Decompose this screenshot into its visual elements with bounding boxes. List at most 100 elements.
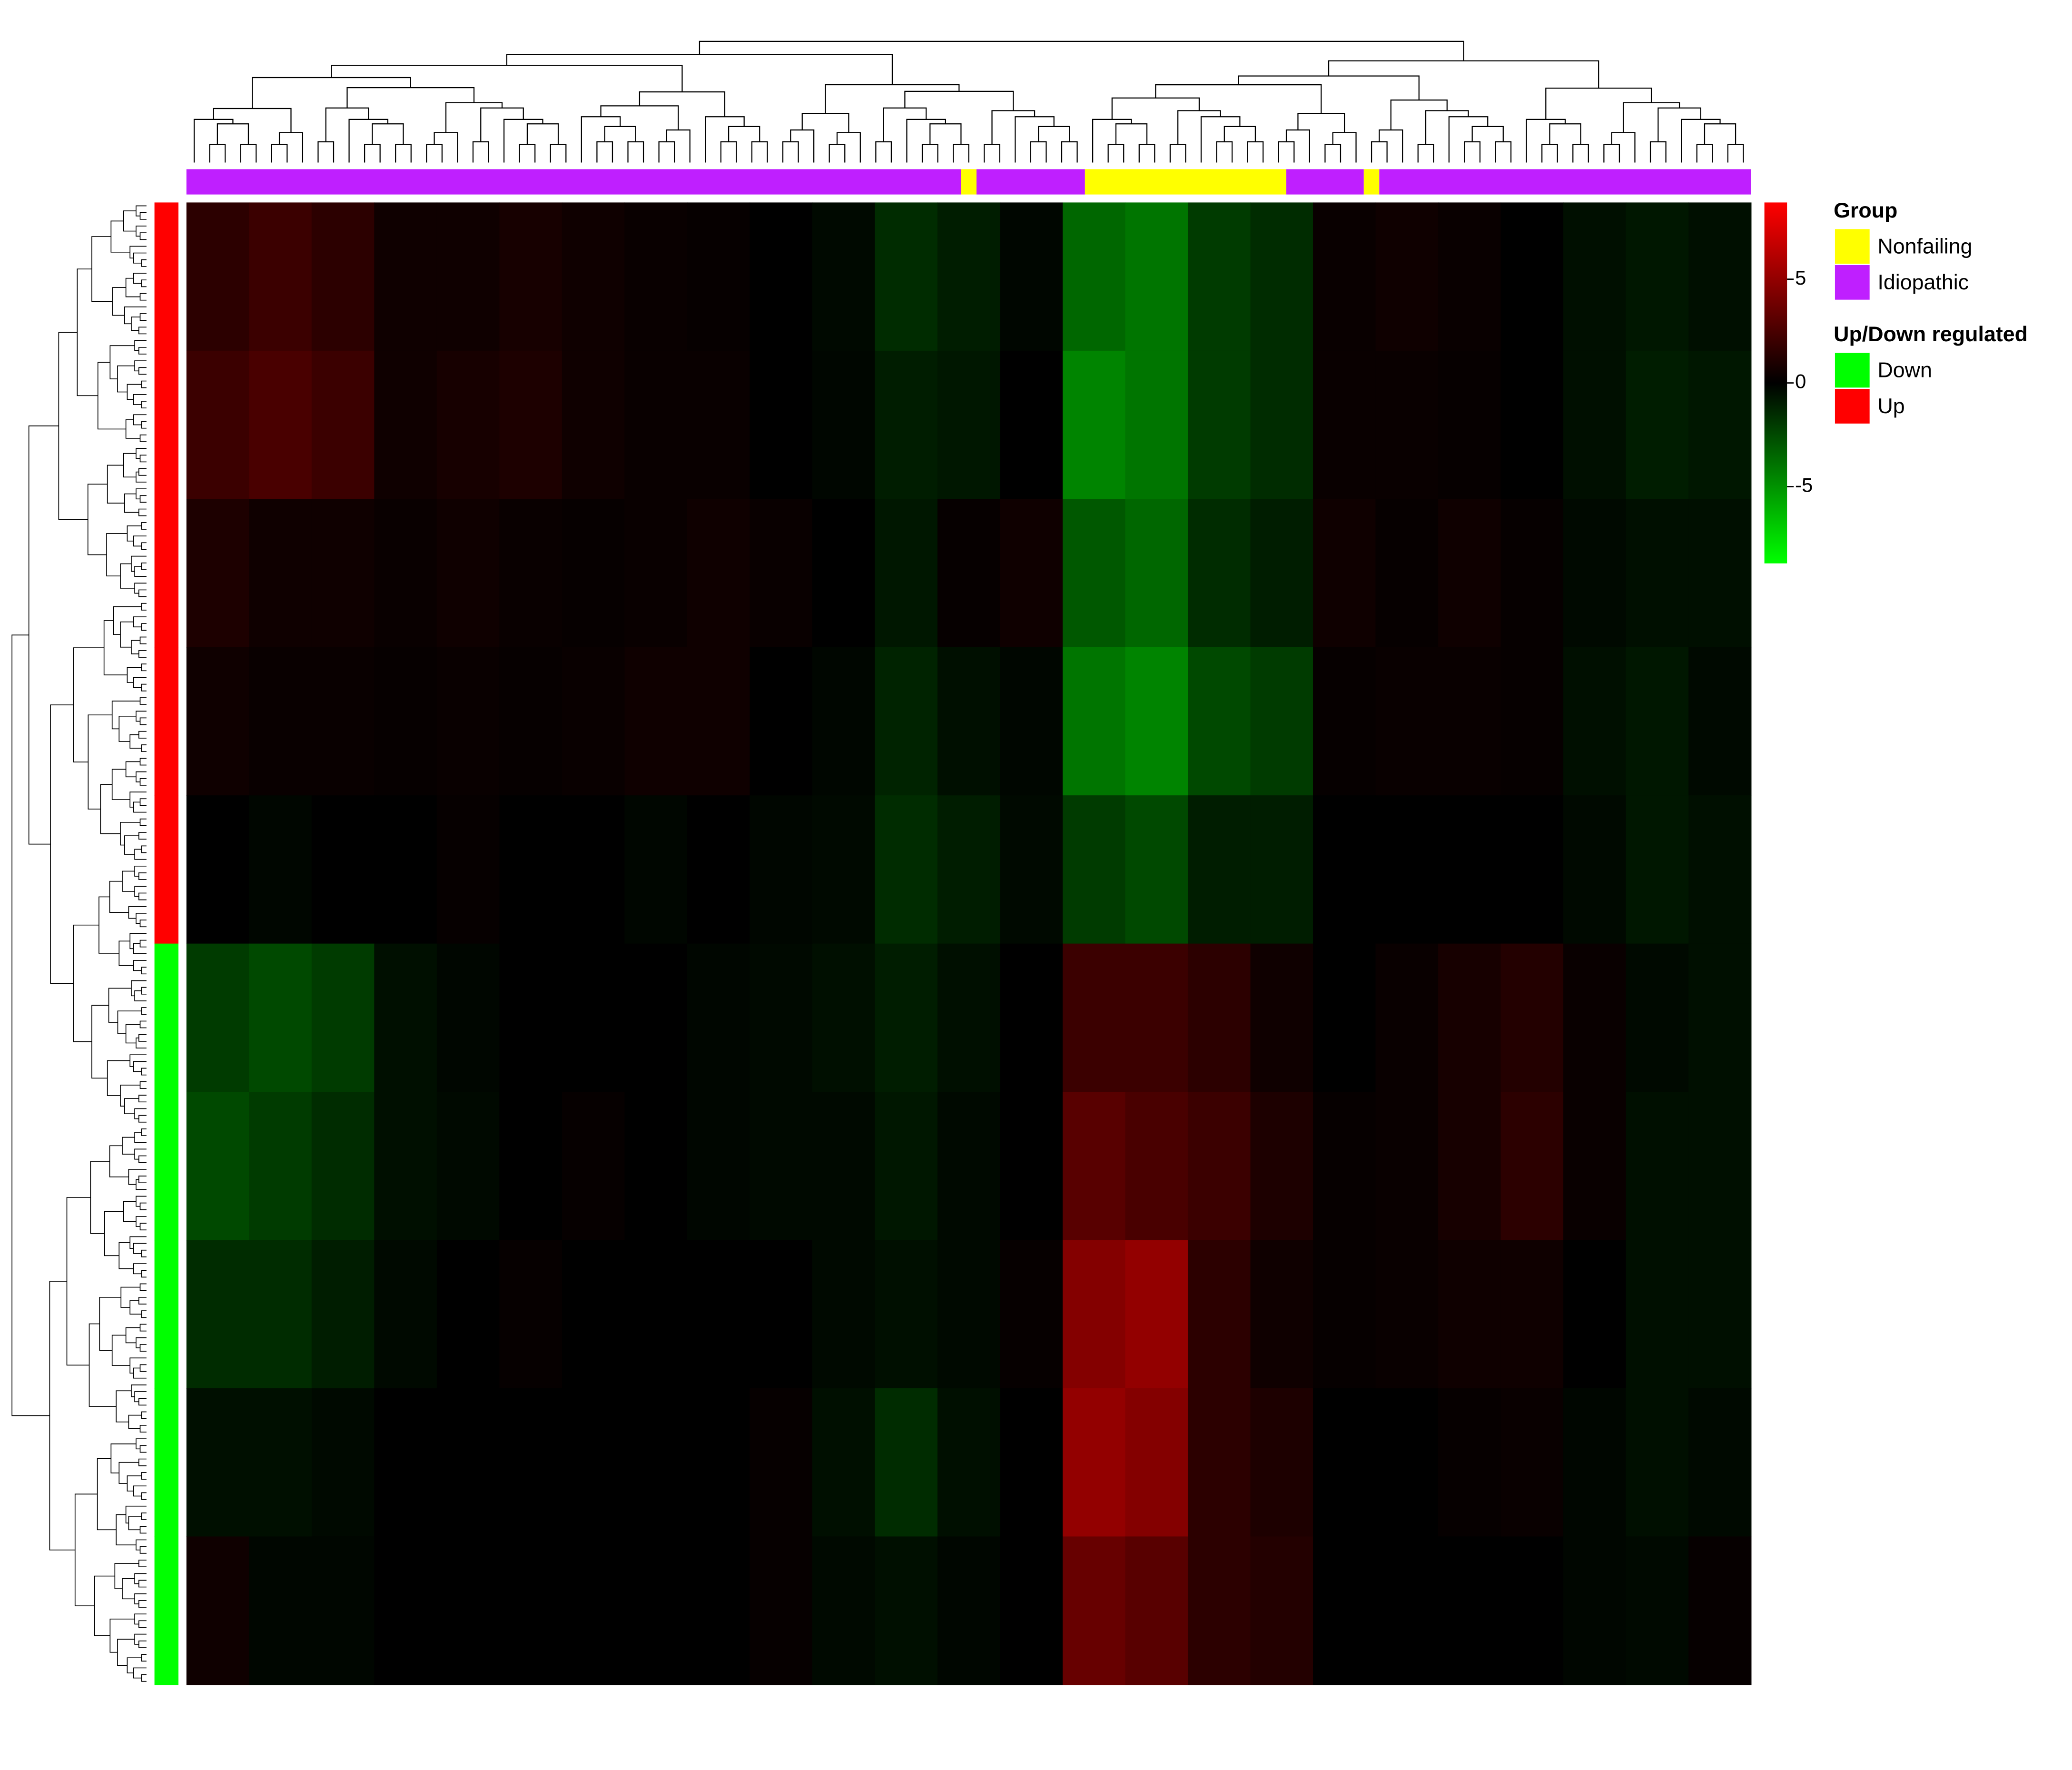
heatmap-cell bbox=[687, 202, 750, 351]
heatmap-cell bbox=[374, 1240, 437, 1389]
legend-swatch bbox=[1835, 229, 1870, 264]
heatmap-cell bbox=[311, 350, 375, 500]
heatmap-cell bbox=[1000, 1240, 1063, 1389]
heatmap-cell bbox=[1438, 202, 1501, 351]
heatmap-cell bbox=[1062, 202, 1126, 351]
heatmap-cell bbox=[562, 647, 625, 796]
heatmap-cell bbox=[687, 647, 750, 796]
heatmap-cell bbox=[311, 1388, 375, 1537]
heatmap-cell bbox=[1375, 943, 1439, 1092]
heatmap-cell bbox=[875, 1536, 938, 1685]
heatmap-cell bbox=[1313, 1536, 1376, 1685]
heatmap-cell bbox=[812, 647, 876, 796]
heatmap-cell bbox=[937, 647, 1001, 796]
heatmap-cell bbox=[937, 1240, 1001, 1389]
heatmap-cell bbox=[1626, 1388, 1689, 1537]
heatmap-cell bbox=[436, 202, 500, 351]
heatmap-cell bbox=[1500, 943, 1564, 1092]
heatmap-cell bbox=[1062, 1092, 1126, 1241]
heatmap-cell bbox=[1000, 1536, 1063, 1685]
heatmap-cell bbox=[1313, 943, 1376, 1092]
heatmap-cell bbox=[499, 795, 562, 944]
heatmap-cell bbox=[249, 647, 312, 796]
column-annotation bbox=[1363, 169, 1380, 195]
heatmap-cell bbox=[1375, 499, 1439, 648]
heatmap-cell bbox=[374, 499, 437, 648]
heatmap-cell bbox=[562, 350, 625, 500]
heatmap-cell bbox=[875, 647, 938, 796]
heatmap-cell bbox=[1500, 1240, 1564, 1389]
heatmap-cell bbox=[499, 943, 562, 1092]
heatmap-cell bbox=[1187, 1388, 1251, 1537]
heatmap-cell bbox=[1438, 795, 1501, 944]
heatmap-cell bbox=[1688, 350, 1752, 500]
heatmap-cell bbox=[1626, 499, 1689, 648]
heatmap-cell bbox=[249, 350, 312, 500]
heatmap-cell bbox=[562, 1092, 625, 1241]
heatmap-cell bbox=[624, 350, 688, 500]
heatmap-cell bbox=[1062, 795, 1126, 944]
heatmap-cell bbox=[562, 499, 625, 648]
heatmap-cell bbox=[1313, 202, 1376, 351]
heatmap-cell bbox=[311, 795, 375, 944]
heatmap-cell bbox=[1187, 1536, 1251, 1685]
heatmap-cell bbox=[812, 499, 876, 648]
heatmap-cell bbox=[1688, 1092, 1752, 1241]
heatmap-cell bbox=[499, 499, 562, 648]
heatmap-cell bbox=[1313, 1240, 1376, 1389]
heatmap-cell bbox=[1250, 1388, 1313, 1537]
heatmap-cell bbox=[687, 795, 750, 944]
heatmap-cell bbox=[186, 1240, 250, 1389]
heatmap-cell bbox=[311, 1092, 375, 1241]
row-annotation bbox=[154, 202, 178, 351]
heatmap-cell bbox=[1062, 1388, 1126, 1537]
heatmap-cell bbox=[687, 1092, 750, 1241]
heatmap-cell bbox=[1313, 1092, 1376, 1241]
heatmap-cell bbox=[1250, 1240, 1313, 1389]
legend-title: Up/Down regulated bbox=[1834, 322, 2028, 346]
heatmap-cell bbox=[750, 1092, 813, 1241]
legend-label: Up bbox=[1877, 394, 1904, 418]
colorbar-tick-label: -5 bbox=[1795, 474, 1813, 496]
heatmap-cell bbox=[311, 647, 375, 796]
heatmap-cell bbox=[750, 1240, 813, 1389]
heatmap-cell bbox=[1563, 647, 1627, 796]
heatmap-cell bbox=[750, 1536, 813, 1685]
legend-swatch bbox=[1835, 265, 1870, 300]
heatmap-cell bbox=[311, 943, 375, 1092]
legend-swatch bbox=[1835, 353, 1870, 388]
heatmap-cell bbox=[249, 1388, 312, 1537]
heatmap-cell bbox=[812, 1240, 876, 1389]
legend-title: Group bbox=[1834, 198, 1897, 222]
heatmap-cell bbox=[624, 647, 688, 796]
heatmap-cell bbox=[1000, 1388, 1063, 1537]
heatmap-cell bbox=[1062, 1240, 1126, 1389]
heatmap-cell bbox=[374, 1388, 437, 1537]
heatmap-cell bbox=[186, 647, 250, 796]
heatmap-cell bbox=[311, 202, 375, 351]
column-dendrogram bbox=[193, 40, 1744, 163]
heatmap-cell bbox=[1563, 1536, 1627, 1685]
heatmap-cell bbox=[1563, 943, 1627, 1092]
heatmap-cell bbox=[1626, 943, 1689, 1092]
column-annotation bbox=[976, 169, 1085, 195]
heatmap-cell bbox=[1563, 350, 1627, 500]
heatmap-cell bbox=[1626, 350, 1689, 500]
heatmap-cell bbox=[1000, 795, 1063, 944]
heatmap-cell bbox=[374, 202, 437, 351]
heatmap-cell bbox=[1688, 499, 1752, 648]
heatmap-cell bbox=[499, 647, 562, 796]
heatmap-cell bbox=[750, 202, 813, 351]
heatmap-cell bbox=[687, 499, 750, 648]
legend-swatch bbox=[1835, 389, 1870, 424]
colorbar bbox=[1764, 202, 1787, 564]
heatmap-cell bbox=[750, 943, 813, 1092]
heatmap-cell bbox=[562, 795, 625, 944]
heatmap-cell bbox=[436, 350, 500, 500]
heatmap-cell bbox=[1375, 202, 1439, 351]
heatmap-cell bbox=[937, 1092, 1001, 1241]
heatmap-cell bbox=[374, 1536, 437, 1685]
heatmap-cell bbox=[1563, 202, 1627, 351]
heatmap-cell bbox=[249, 943, 312, 1092]
